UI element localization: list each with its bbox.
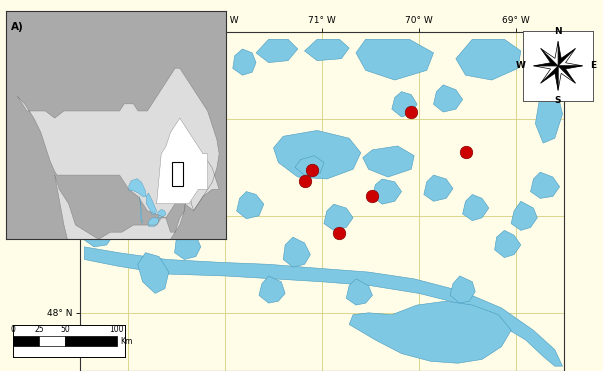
Polygon shape	[558, 66, 575, 91]
Polygon shape	[148, 218, 159, 226]
Polygon shape	[158, 209, 166, 218]
Polygon shape	[13, 336, 39, 346]
Polygon shape	[541, 41, 558, 66]
Polygon shape	[349, 301, 511, 363]
Polygon shape	[150, 101, 177, 127]
Polygon shape	[541, 66, 558, 91]
Polygon shape	[146, 193, 157, 214]
Polygon shape	[175, 230, 201, 259]
Text: W: W	[516, 61, 526, 70]
Polygon shape	[531, 172, 560, 198]
Polygon shape	[346, 279, 373, 305]
Polygon shape	[236, 191, 264, 219]
Polygon shape	[534, 66, 558, 83]
Polygon shape	[424, 175, 453, 201]
Polygon shape	[463, 194, 489, 221]
Text: N: N	[554, 26, 562, 36]
Polygon shape	[450, 276, 475, 303]
Polygon shape	[283, 237, 311, 267]
Polygon shape	[129, 179, 146, 197]
Polygon shape	[534, 49, 558, 66]
Polygon shape	[434, 85, 463, 112]
Bar	[172, 162, 183, 186]
Polygon shape	[535, 90, 563, 143]
Polygon shape	[558, 41, 575, 66]
Polygon shape	[274, 131, 361, 179]
Polygon shape	[84, 221, 113, 247]
Polygon shape	[139, 197, 142, 224]
Text: 0: 0	[11, 325, 16, 334]
Polygon shape	[65, 336, 116, 346]
Text: 100: 100	[109, 325, 124, 334]
Polygon shape	[363, 146, 414, 177]
Polygon shape	[39, 336, 65, 346]
Polygon shape	[511, 201, 537, 230]
Text: E: E	[590, 61, 596, 70]
Polygon shape	[305, 39, 349, 60]
Polygon shape	[543, 39, 563, 75]
Polygon shape	[80, 95, 107, 122]
Text: Km: Km	[121, 336, 133, 346]
Polygon shape	[157, 118, 207, 204]
Polygon shape	[295, 156, 324, 175]
Polygon shape	[558, 66, 582, 83]
Polygon shape	[324, 204, 353, 230]
Polygon shape	[17, 68, 219, 218]
Polygon shape	[256, 39, 298, 63]
Polygon shape	[259, 276, 285, 303]
Polygon shape	[558, 49, 582, 66]
Polygon shape	[84, 247, 563, 366]
Polygon shape	[113, 191, 137, 216]
Polygon shape	[167, 162, 191, 189]
Polygon shape	[456, 39, 521, 80]
Polygon shape	[55, 175, 187, 318]
Polygon shape	[356, 39, 434, 80]
Polygon shape	[137, 253, 169, 293]
Polygon shape	[233, 49, 256, 75]
Polygon shape	[373, 179, 402, 204]
Polygon shape	[201, 72, 225, 92]
Text: 25: 25	[34, 325, 44, 334]
Polygon shape	[494, 230, 521, 257]
Polygon shape	[392, 92, 417, 117]
Text: S: S	[555, 96, 561, 105]
Polygon shape	[99, 146, 126, 172]
Text: 50: 50	[60, 325, 70, 334]
Text: B): B)	[94, 49, 110, 62]
Text: A): A)	[11, 22, 24, 32]
